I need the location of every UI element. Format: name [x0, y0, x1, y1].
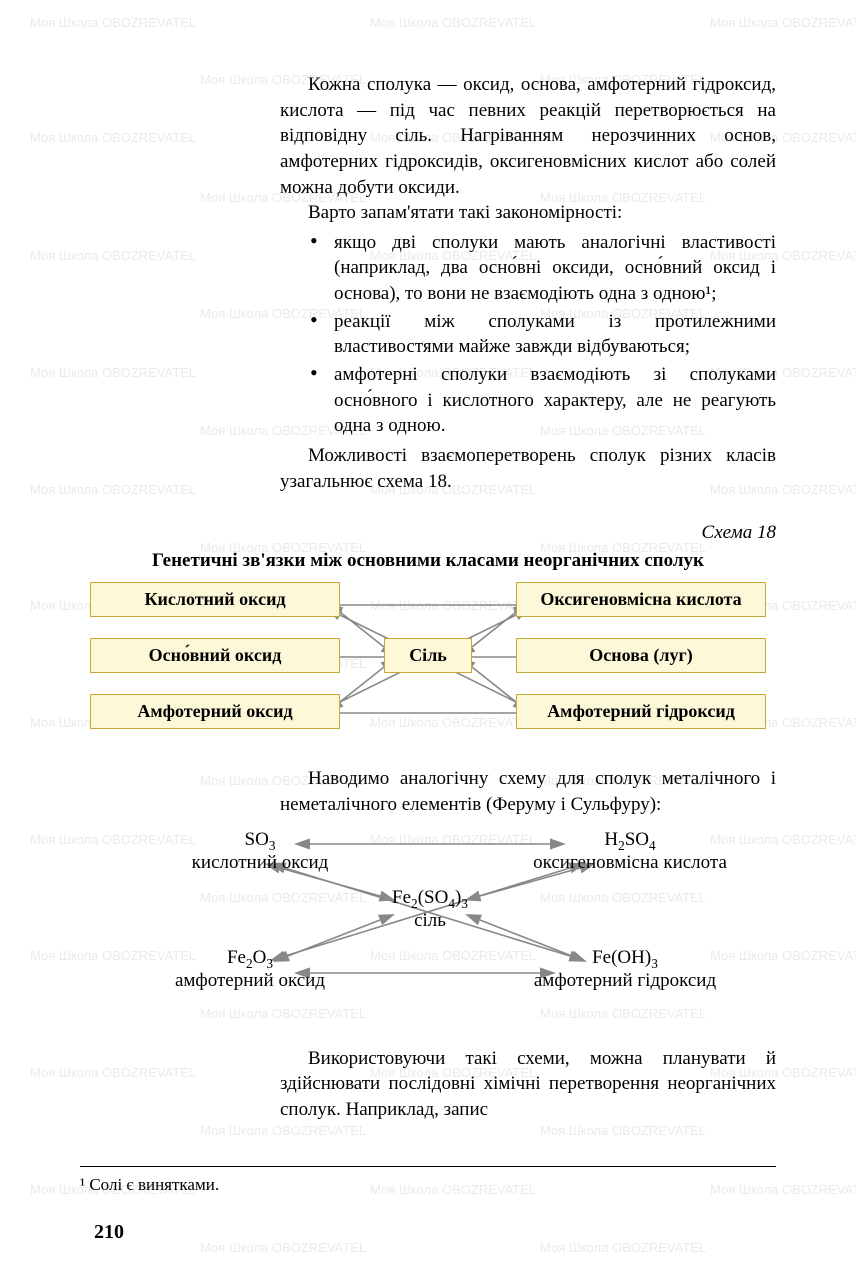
page-number: 210 [94, 1221, 776, 1244]
diagram-1: Кислотний оксид Осно́вний оксид Амфотерний… [80, 582, 776, 742]
scheme-label: Схема 18 [80, 522, 776, 544]
body-block-3: Використовуючи такі схеми, можна планува… [280, 1046, 776, 1123]
paragraph-2: Варто запам'ятати такі закономірності: [280, 200, 776, 226]
paragraph-1: Кожна сполука — оксид, основа, амфотерни… [280, 72, 776, 200]
diagram1-node-ml: Осно́вний оксид [90, 638, 340, 673]
bullet-list: якщо дві сполуки мають аналогічні власти… [308, 230, 776, 439]
diagram2-node-bl: Fe2O3амфотерний оксид [130, 946, 370, 994]
page-content: Кожна сполука — оксид, основа, амфотерни… [0, 0, 856, 1284]
paragraph-4: Наводимо аналогічну схему для сполук мет… [280, 766, 776, 817]
bullet-1: якщо дві сполуки мають аналогічні власти… [308, 230, 776, 307]
paragraph-3: Можливості взаємоперетворень сполук різн… [280, 443, 776, 494]
footnote: ¹ Солі є винятками. [80, 1175, 776, 1195]
bullet-3: амфотерні сполуки взаємодіють зі сполука… [308, 362, 776, 439]
diagram2-node-tr: H2SO4оксигеновмісна кислота [490, 828, 770, 876]
body-block-1: Кожна сполука — оксид, основа, амфотерни… [280, 72, 776, 494]
diagram1-node-tr: Оксигеновмісна кислота [516, 582, 766, 617]
diagram2-node-c: Fe2(SO4)3сіль [360, 886, 500, 934]
bullet-2: реакції між сполуками із протилежними вл… [308, 309, 776, 360]
footnote-rule [80, 1166, 776, 1167]
diagram1-node-mr: Основа (луг) [516, 638, 766, 673]
diagram1-node-bl: Амфотерний оксид [90, 694, 340, 729]
diagram1-node-br: Амфотерний гідроксид [516, 694, 766, 729]
paragraph-5: Використовуючи такі схеми, можна планува… [280, 1046, 776, 1123]
body-block-2: Наводимо аналогічну схему для сполук мет… [280, 766, 776, 817]
scheme-title: Генетичні зв'язки між основними класами … [80, 550, 776, 572]
diagram2-node-tl: SO3кислотний оксид [150, 828, 370, 876]
diagram1-node-tl: Кислотний оксид [90, 582, 340, 617]
diagram1-node-c: Сіль [384, 638, 472, 673]
diagram2-node-br: Fe(OH)3амфотерний гідроксид [480, 946, 770, 994]
diagram-2: SO3кислотний оксид H2SO4оксигеновмісна ки… [80, 828, 776, 1028]
